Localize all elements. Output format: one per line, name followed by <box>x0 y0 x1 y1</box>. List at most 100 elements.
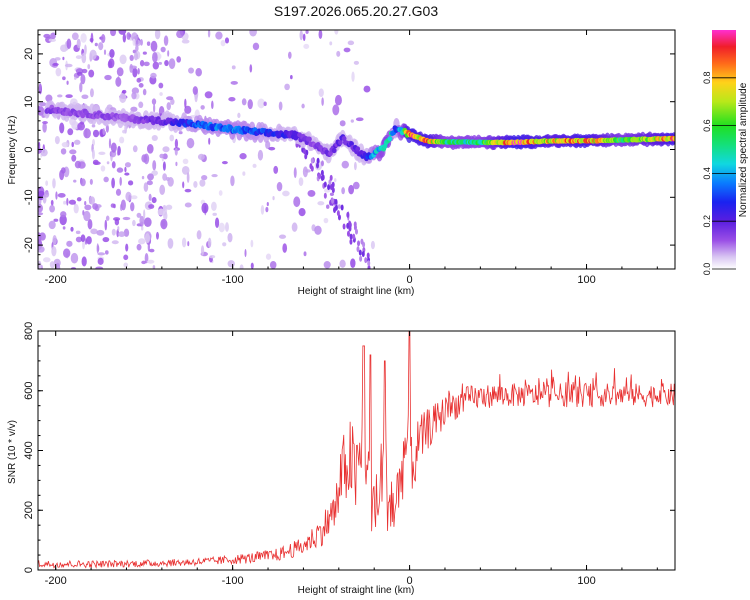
noise-speck <box>291 222 298 232</box>
noise-speck <box>351 71 355 82</box>
noise-speck <box>62 226 66 230</box>
noise-speck <box>38 83 42 92</box>
noise-speck <box>76 71 83 76</box>
noise-speck <box>81 68 88 74</box>
noise-speck <box>331 197 335 204</box>
noise-speck <box>152 61 160 70</box>
noise-speck <box>272 195 275 201</box>
noise-speck <box>84 204 92 211</box>
noise-speck <box>143 217 152 228</box>
noise-speck <box>303 148 307 155</box>
noise-speck <box>103 176 109 183</box>
noise-speck <box>76 197 82 202</box>
noise-speck <box>339 120 346 127</box>
noise-speck <box>167 238 174 249</box>
noise-speck <box>117 150 120 156</box>
noise-speck <box>84 44 87 55</box>
noise-speck <box>74 76 77 80</box>
ridge-cell <box>672 135 675 142</box>
x-tick-label: -200 <box>45 575 67 587</box>
noise-speck <box>132 219 136 227</box>
noise-speck <box>122 33 127 43</box>
noise-speck <box>104 74 112 81</box>
noise-speck <box>124 123 128 134</box>
colorbar-tick-label: 0.6 <box>702 119 712 132</box>
noise-speck <box>60 211 67 218</box>
noise-speck <box>366 252 370 259</box>
colorbar-scale <box>712 30 736 269</box>
noise-speck <box>55 191 58 200</box>
noise-speck <box>150 72 157 79</box>
noise-speck <box>215 31 223 40</box>
noise-speck <box>148 248 155 253</box>
noise-speck <box>201 174 208 181</box>
noise-speck <box>244 249 247 258</box>
snr-y-label: SNR (10 * v/v) <box>7 420 18 484</box>
noise-speck <box>337 204 341 209</box>
noise-speck <box>73 139 81 145</box>
noise-speck <box>321 97 324 106</box>
noise-speck <box>263 101 267 107</box>
noise-speck <box>158 82 164 89</box>
y-tick-label: 0 <box>23 567 35 573</box>
noise-speck <box>227 260 235 268</box>
noise-speck <box>141 154 148 163</box>
noise-speck <box>140 226 144 231</box>
noise-speck <box>347 40 355 46</box>
noise-speck <box>94 42 98 47</box>
noise-speck <box>184 98 187 109</box>
noise-speck <box>81 52 87 64</box>
noise-speck <box>224 222 229 232</box>
noise-speck <box>364 257 368 264</box>
noise-speck <box>48 38 56 42</box>
noise-speck <box>109 49 115 58</box>
noise-speck <box>132 145 138 153</box>
colorbar-tick-label: 0.8 <box>702 72 712 85</box>
y-tick-label: -10 <box>23 189 35 205</box>
noise-speck <box>66 240 73 247</box>
noise-speck <box>130 195 138 200</box>
ridge-cell <box>355 146 361 152</box>
noise-speck <box>45 180 49 187</box>
noise-speck <box>252 42 260 51</box>
noise-speck <box>231 65 236 70</box>
noise-speck <box>38 106 45 116</box>
spectrogram-frame <box>37 29 676 270</box>
noise-speck <box>346 211 350 218</box>
noise-speck <box>166 96 174 101</box>
noise-speck <box>273 165 279 174</box>
y-tick-label: 200 <box>23 501 35 519</box>
noise-speck <box>42 121 48 125</box>
x-tick-label: 0 <box>407 274 413 286</box>
noise-speck <box>161 220 166 227</box>
noise-speck <box>218 222 225 233</box>
noise-speck <box>148 193 152 201</box>
noise-speck <box>57 193 66 198</box>
noise-speck <box>329 174 333 181</box>
noise-speck <box>77 122 85 131</box>
noise-speck <box>122 89 127 94</box>
noise-speck <box>370 240 375 250</box>
chart-title: S197.2026.065.20.27.G03 <box>274 3 438 19</box>
noise-speck <box>89 178 93 185</box>
noise-speck <box>118 30 127 35</box>
noise-speck <box>181 39 190 44</box>
y-tick-label: 600 <box>23 382 35 400</box>
noise-speck <box>250 262 254 269</box>
noise-speck <box>60 167 66 174</box>
noise-speck <box>284 83 290 91</box>
noise-speck <box>81 94 89 100</box>
noise-speck <box>316 157 320 164</box>
noise-speck <box>227 232 233 243</box>
noise-speck <box>54 135 60 145</box>
noise-speck <box>92 159 99 165</box>
noise-speck <box>66 38 72 49</box>
noise-speck <box>194 93 198 103</box>
noise-speck <box>222 242 227 247</box>
noise-speck <box>184 202 192 208</box>
noise-speck <box>125 191 132 202</box>
colorbar-label: Normalized spectral amplitude <box>738 82 749 217</box>
noise-speck <box>288 51 292 59</box>
ridge-cell <box>331 147 337 154</box>
